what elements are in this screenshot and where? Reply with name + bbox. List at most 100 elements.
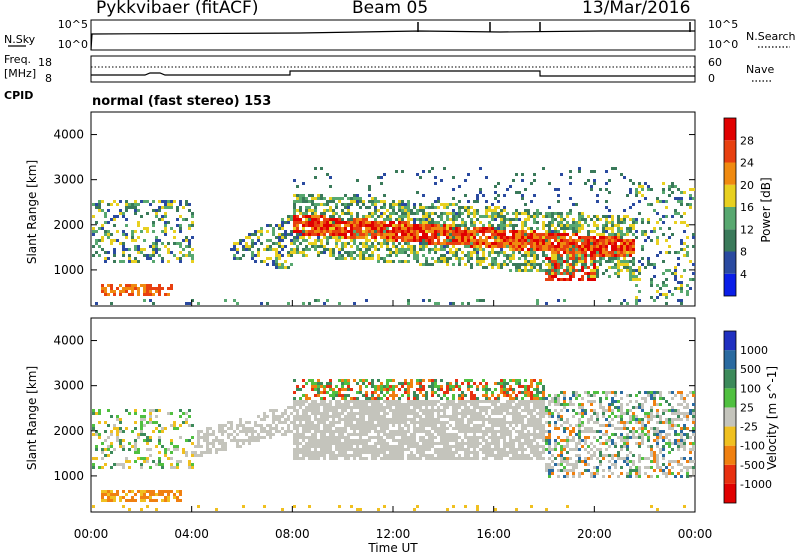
heatmap-cell (368, 221, 371, 224)
heatmap-cell (599, 236, 602, 239)
heatmap-cell (125, 233, 128, 236)
heatmap-cell (455, 251, 458, 254)
heatmap-cell (575, 463, 578, 466)
heatmap-cell (311, 227, 314, 230)
heatmap-cell (116, 427, 119, 430)
heatmap-cell (494, 218, 497, 221)
heatmap-cell (281, 248, 284, 251)
heatmap-cell (686, 224, 689, 227)
heatmap-cell (470, 442, 473, 445)
heatmap-cell (308, 427, 311, 430)
heatmap-cell (344, 436, 347, 439)
heatmap-cell (317, 224, 320, 227)
heatmap-cell (347, 197, 350, 200)
heatmap-cell (536, 424, 539, 427)
heatmap-cell (131, 239, 134, 242)
heatmap-cell (542, 430, 545, 433)
heatmap-cell (494, 433, 497, 436)
heatmap-cell (431, 227, 434, 230)
heatmap-cell (107, 454, 110, 457)
heatmap-cell (554, 445, 557, 448)
heatmap-cell (101, 239, 104, 242)
heatmap-cell (530, 400, 533, 403)
heatmap-cell (554, 457, 557, 460)
heatmap-cell (470, 418, 473, 421)
heatmap-cell (377, 430, 380, 433)
heatmap-cell (317, 406, 320, 409)
heatmap-cell (392, 233, 395, 236)
heatmap-cell (440, 242, 443, 245)
heatmap-cell (407, 445, 410, 448)
heatmap-cell (143, 418, 146, 421)
heatmap-cell (596, 260, 599, 263)
heatmap-cell (344, 233, 347, 236)
heatmap-cell (449, 302, 452, 305)
heatmap-cell (590, 242, 593, 245)
heatmap-cell (107, 230, 110, 233)
heatmap-cell (353, 403, 356, 406)
heatmap-cell (233, 299, 236, 302)
heatmap-cell (410, 212, 413, 215)
heatmap-cell (578, 215, 581, 218)
heatmap-cell (410, 400, 413, 403)
heatmap-cell (410, 412, 413, 415)
heatmap-cell (656, 200, 659, 203)
heatmap-cell (356, 439, 359, 442)
heatmap-cell (341, 445, 344, 448)
heatmap-cell (170, 203, 173, 206)
heatmap-cell (458, 215, 461, 218)
heatmap-cell (563, 457, 566, 460)
heatmap-cell (368, 439, 371, 442)
heatmap-cell (122, 445, 125, 448)
heatmap-cell (512, 418, 515, 421)
heatmap-cell (170, 251, 173, 254)
heatmap-cell (461, 239, 464, 242)
heatmap-cell (314, 203, 317, 206)
heatmap-cell (569, 275, 572, 278)
heatmap-cell (530, 418, 533, 421)
heatmap-cell (518, 421, 521, 424)
heatmap-cell (473, 245, 476, 248)
heatmap-cell (323, 227, 326, 230)
heatmap-cell (647, 188, 650, 191)
heatmap-cell (272, 242, 275, 245)
heatmap-cell (305, 436, 308, 439)
heatmap-cell (188, 224, 191, 227)
heatmap-cell (524, 427, 527, 430)
heatmap-cell (635, 221, 638, 224)
heatmap-cell (359, 251, 362, 254)
heatmap-cell (473, 400, 476, 403)
heatmap-cell (656, 254, 659, 257)
heatmap-cell (413, 415, 416, 418)
heatmap-cell (662, 221, 665, 224)
heatmap-cell (266, 302, 269, 305)
heatmap-cell (401, 433, 404, 436)
heatmap-cell (572, 257, 575, 260)
heatmap-cell (368, 406, 371, 409)
heatmap-cell (332, 230, 335, 233)
heatmap-cell (350, 218, 353, 221)
heatmap-cell (338, 379, 341, 382)
heatmap-cell (143, 499, 146, 502)
heatmap-cell (626, 260, 629, 263)
heatmap-cell (158, 209, 161, 212)
heatmap-cell (158, 293, 161, 296)
heatmap-cell (509, 394, 512, 397)
heatmap-cell (107, 445, 110, 448)
heatmap-cell (305, 206, 308, 209)
heatmap-cell (416, 209, 419, 212)
heatmap-cell (518, 442, 521, 445)
heatmap-cell (272, 233, 275, 236)
heatmap-cell (437, 451, 440, 454)
heatmap-cell (170, 451, 173, 454)
heatmap-cell (332, 224, 335, 227)
heatmap-cell (581, 275, 584, 278)
heatmap-cell (536, 212, 539, 215)
heatmap-cell (329, 409, 332, 412)
heatmap-cell (293, 218, 296, 221)
heatmap-cell (287, 233, 290, 236)
heatmap-cell (320, 242, 323, 245)
heatmap-cell (401, 233, 404, 236)
heatmap-cell (392, 388, 395, 391)
heatmap-cell (527, 436, 530, 439)
